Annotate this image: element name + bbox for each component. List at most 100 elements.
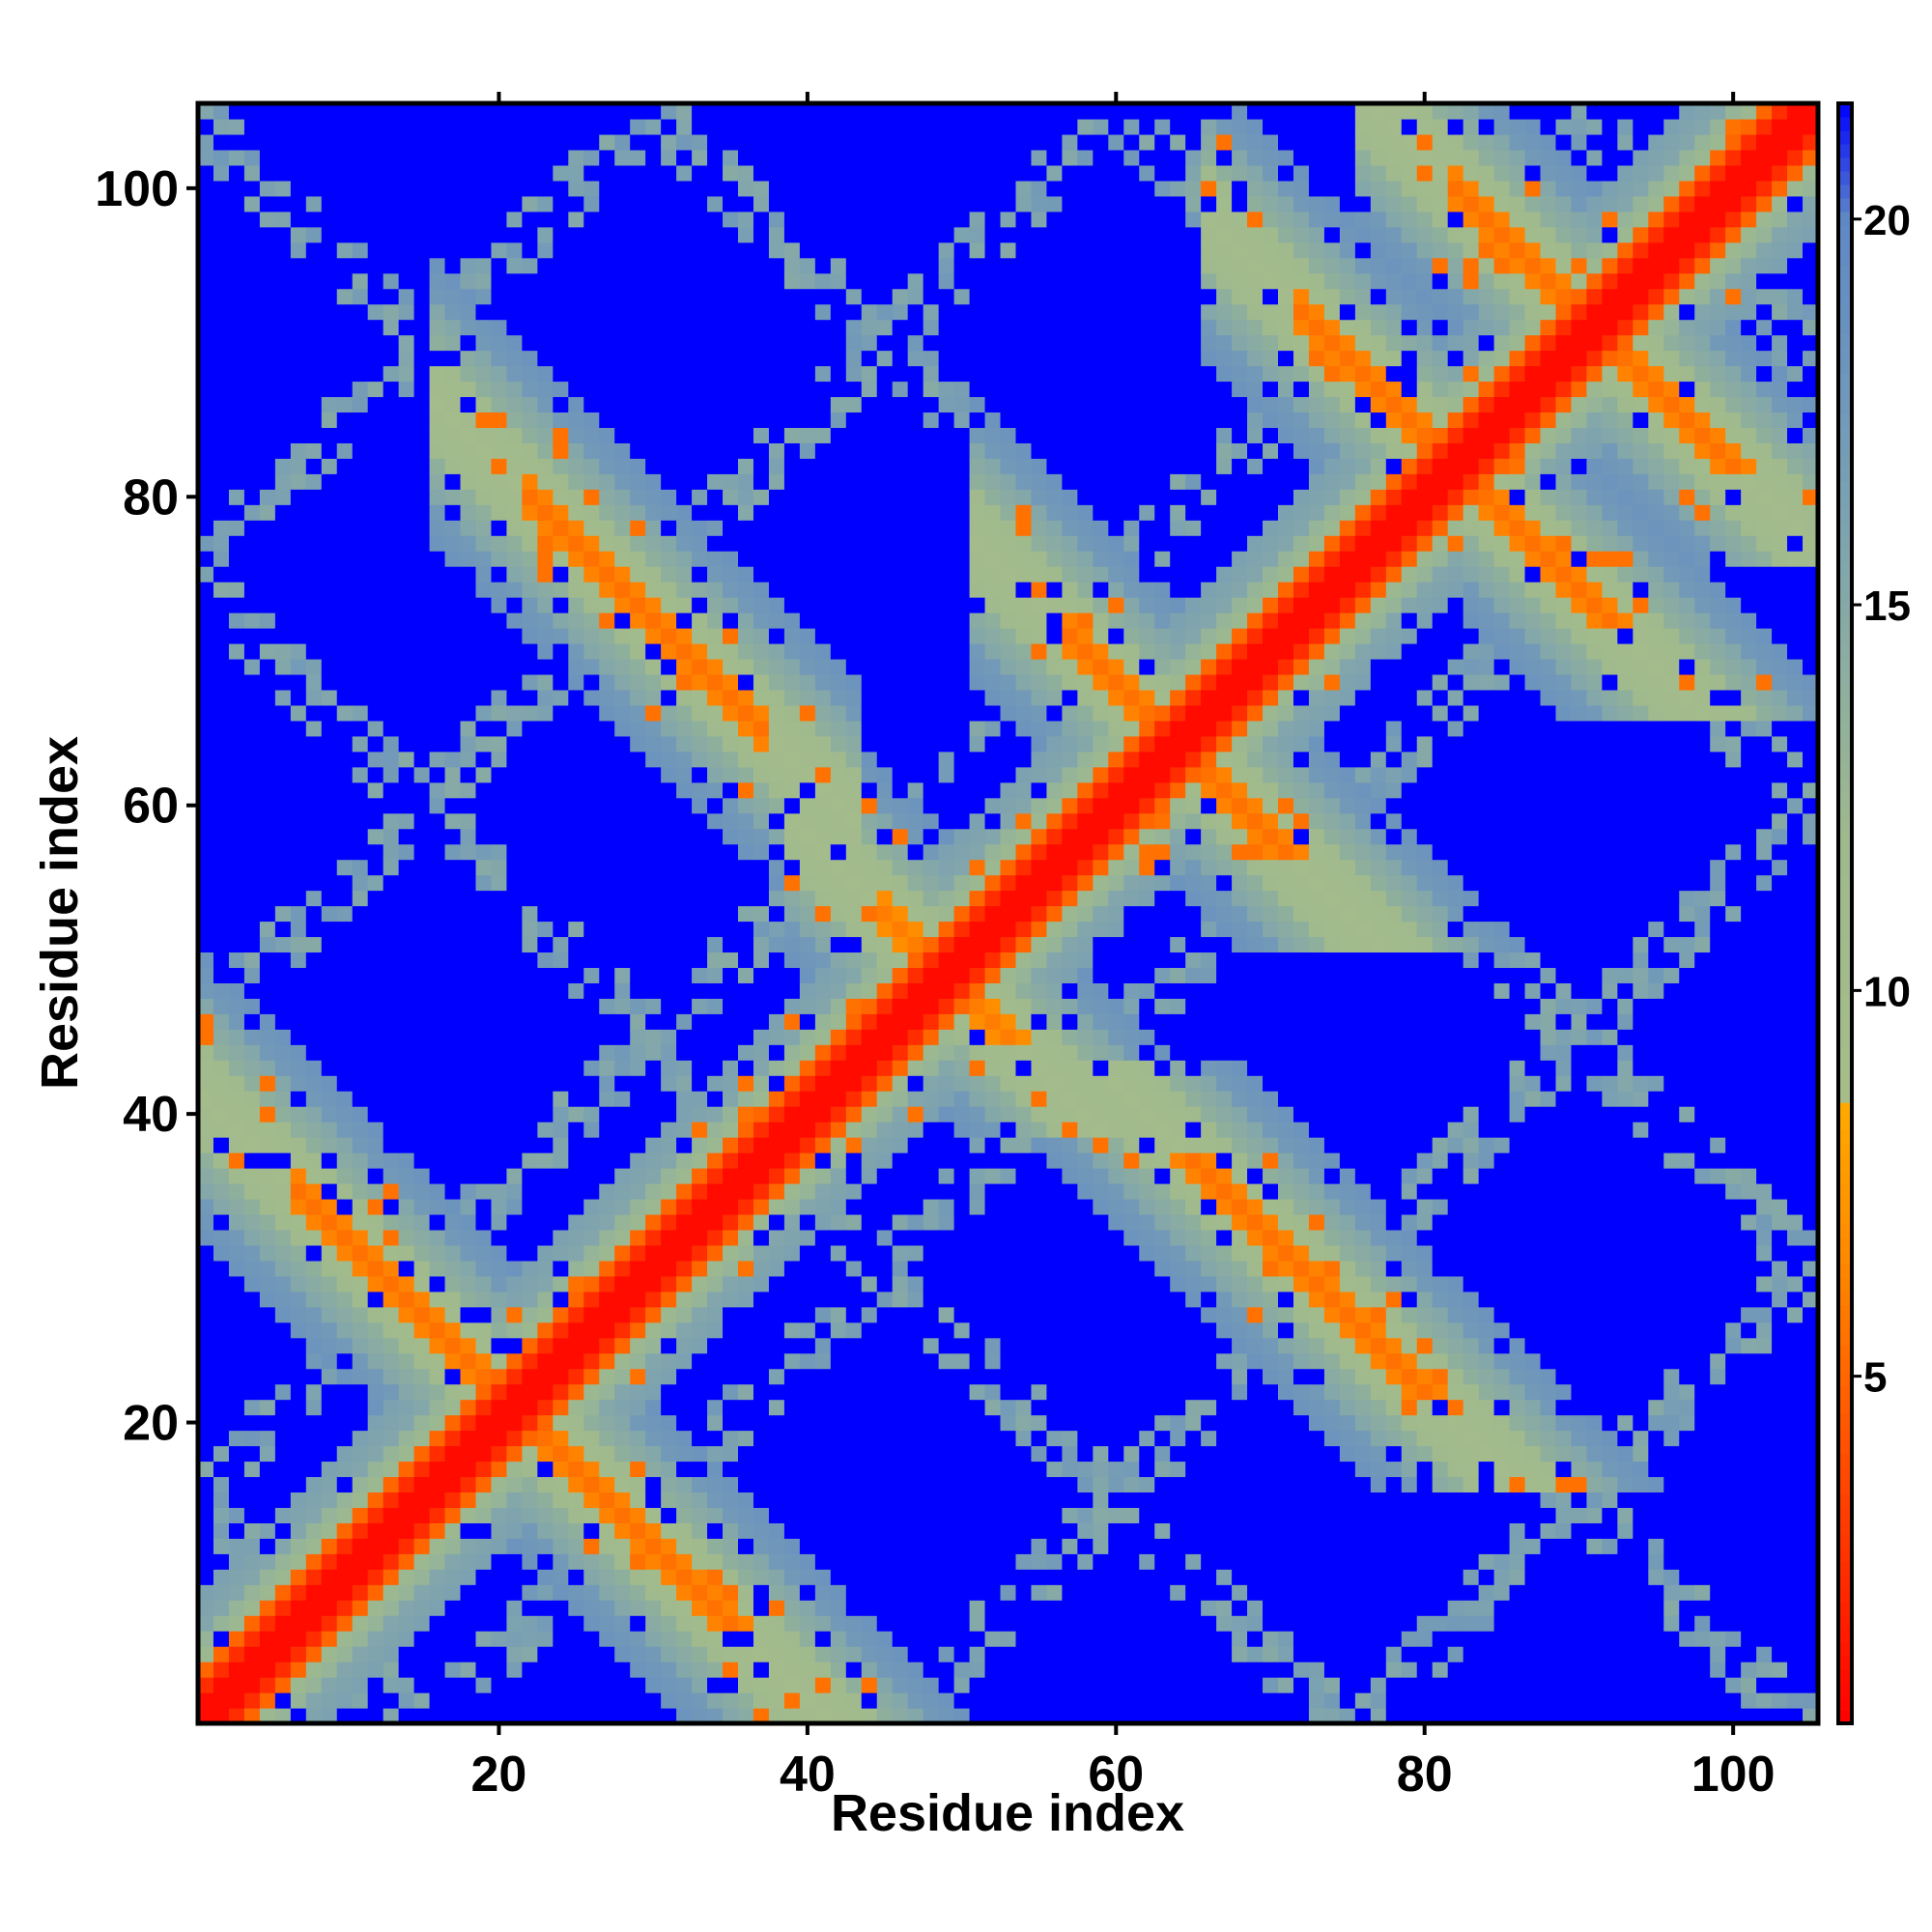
heatmap-cell xyxy=(907,1368,924,1385)
heatmap-cell xyxy=(198,319,214,336)
heatmap-cell xyxy=(553,133,569,151)
heatmap-cell xyxy=(630,1229,646,1246)
heatmap-cell xyxy=(738,242,754,259)
heatmap-cell xyxy=(352,1260,369,1277)
heatmap-cell xyxy=(568,535,584,552)
heatmap-cell xyxy=(723,334,739,352)
heatmap-cell xyxy=(321,365,338,383)
heatmap-cell xyxy=(383,242,400,259)
heatmap-cell xyxy=(243,797,261,814)
heatmap-cell xyxy=(305,1445,323,1463)
heatmap-cell xyxy=(429,1137,446,1153)
heatmap-cell xyxy=(460,365,477,383)
heatmap-cell xyxy=(383,1013,400,1030)
heatmap-cell xyxy=(413,1476,431,1493)
heatmap-cell xyxy=(228,427,245,443)
heatmap-cell xyxy=(753,257,770,274)
heatmap-cell xyxy=(845,1383,863,1401)
heatmap-cell xyxy=(228,982,245,999)
heatmap-cell xyxy=(460,350,477,367)
heatmap-cell xyxy=(398,103,415,120)
heatmap-cell xyxy=(506,1445,523,1463)
heatmap-cell xyxy=(630,1260,646,1277)
heatmap-cell xyxy=(568,704,584,722)
heatmap-cell xyxy=(645,843,662,861)
heatmap-cell xyxy=(814,1368,832,1385)
heatmap-cell xyxy=(259,828,276,845)
heatmap-cell xyxy=(398,334,415,352)
heatmap-cell xyxy=(259,458,276,474)
heatmap-cell xyxy=(352,1553,369,1570)
heatmap-cell xyxy=(830,1321,847,1339)
heatmap-cell xyxy=(413,1414,431,1432)
heatmap-cell xyxy=(228,1091,245,1107)
heatmap-cell xyxy=(352,1106,369,1122)
heatmap-cell xyxy=(228,735,245,753)
heatmap-cell xyxy=(367,1383,384,1401)
heatmap-cell xyxy=(475,427,493,443)
heatmap-cell xyxy=(814,211,832,228)
heatmap-cell xyxy=(336,1662,354,1678)
heatmap-cell xyxy=(506,658,523,675)
heatmap-cell xyxy=(661,843,677,861)
heatmap-cell xyxy=(259,1600,276,1616)
heatmap-cell xyxy=(367,1461,384,1478)
heatmap-cell xyxy=(413,1445,431,1463)
heatmap-cell xyxy=(213,812,230,830)
heatmap-cell xyxy=(321,612,338,629)
heatmap-cell xyxy=(228,1306,245,1323)
heatmap-cell xyxy=(753,1337,770,1354)
heatmap-cell xyxy=(707,303,724,321)
heatmap-cell xyxy=(228,797,245,814)
heatmap-cell xyxy=(491,890,508,907)
heatmap-cell xyxy=(367,828,384,845)
heatmap-cell xyxy=(383,905,400,923)
heatmap-cell xyxy=(568,1244,584,1262)
heatmap-cell xyxy=(614,751,631,768)
heatmap-cell xyxy=(814,1414,832,1432)
heatmap-cell xyxy=(367,133,384,151)
heatmap-cell xyxy=(305,597,323,613)
heatmap-cell xyxy=(506,442,523,459)
heatmap-cell xyxy=(506,473,523,490)
heatmap-cell xyxy=(645,1492,662,1508)
heatmap-cell xyxy=(661,412,677,428)
heatmap-cell xyxy=(506,1044,523,1061)
heatmap-cell xyxy=(259,1029,276,1045)
heatmap-cell xyxy=(429,489,446,505)
heatmap-cell xyxy=(429,1677,446,1693)
heatmap-cell xyxy=(383,303,400,321)
heatmap-cell xyxy=(630,118,646,135)
heatmap-cell xyxy=(522,1044,538,1061)
heatmap-cell xyxy=(707,1306,724,1323)
heatmap-cell xyxy=(783,905,801,923)
heatmap-cell xyxy=(352,936,369,953)
heatmap-cell xyxy=(491,1060,508,1076)
heatmap-cell xyxy=(460,133,477,151)
heatmap-cell xyxy=(630,504,646,521)
heatmap-cell xyxy=(630,998,646,1014)
heatmap-cell xyxy=(259,1213,276,1231)
heatmap-cell xyxy=(692,859,708,876)
heatmap-cell xyxy=(336,180,354,197)
heatmap-cell xyxy=(336,164,354,182)
heatmap-cell xyxy=(336,797,354,814)
heatmap-cell xyxy=(213,1600,230,1616)
heatmap-cell xyxy=(413,319,431,336)
heatmap-cell xyxy=(460,427,477,443)
heatmap-cell xyxy=(198,967,214,983)
heatmap-cell xyxy=(460,859,477,876)
heatmap-cell xyxy=(583,334,600,352)
heatmap-cell xyxy=(290,1306,307,1323)
heatmap-cell xyxy=(861,812,878,830)
heatmap-cell xyxy=(583,859,600,876)
heatmap-cell xyxy=(923,1106,940,1122)
heatmap-cell xyxy=(583,735,600,753)
heatmap-cell xyxy=(213,921,230,938)
heatmap-cell xyxy=(243,1615,261,1632)
heatmap-cell xyxy=(907,643,924,660)
heatmap-cell xyxy=(506,1492,523,1508)
heatmap-cell xyxy=(522,1075,538,1092)
heatmap-cell xyxy=(692,303,708,321)
heatmap-cell xyxy=(321,1476,338,1493)
